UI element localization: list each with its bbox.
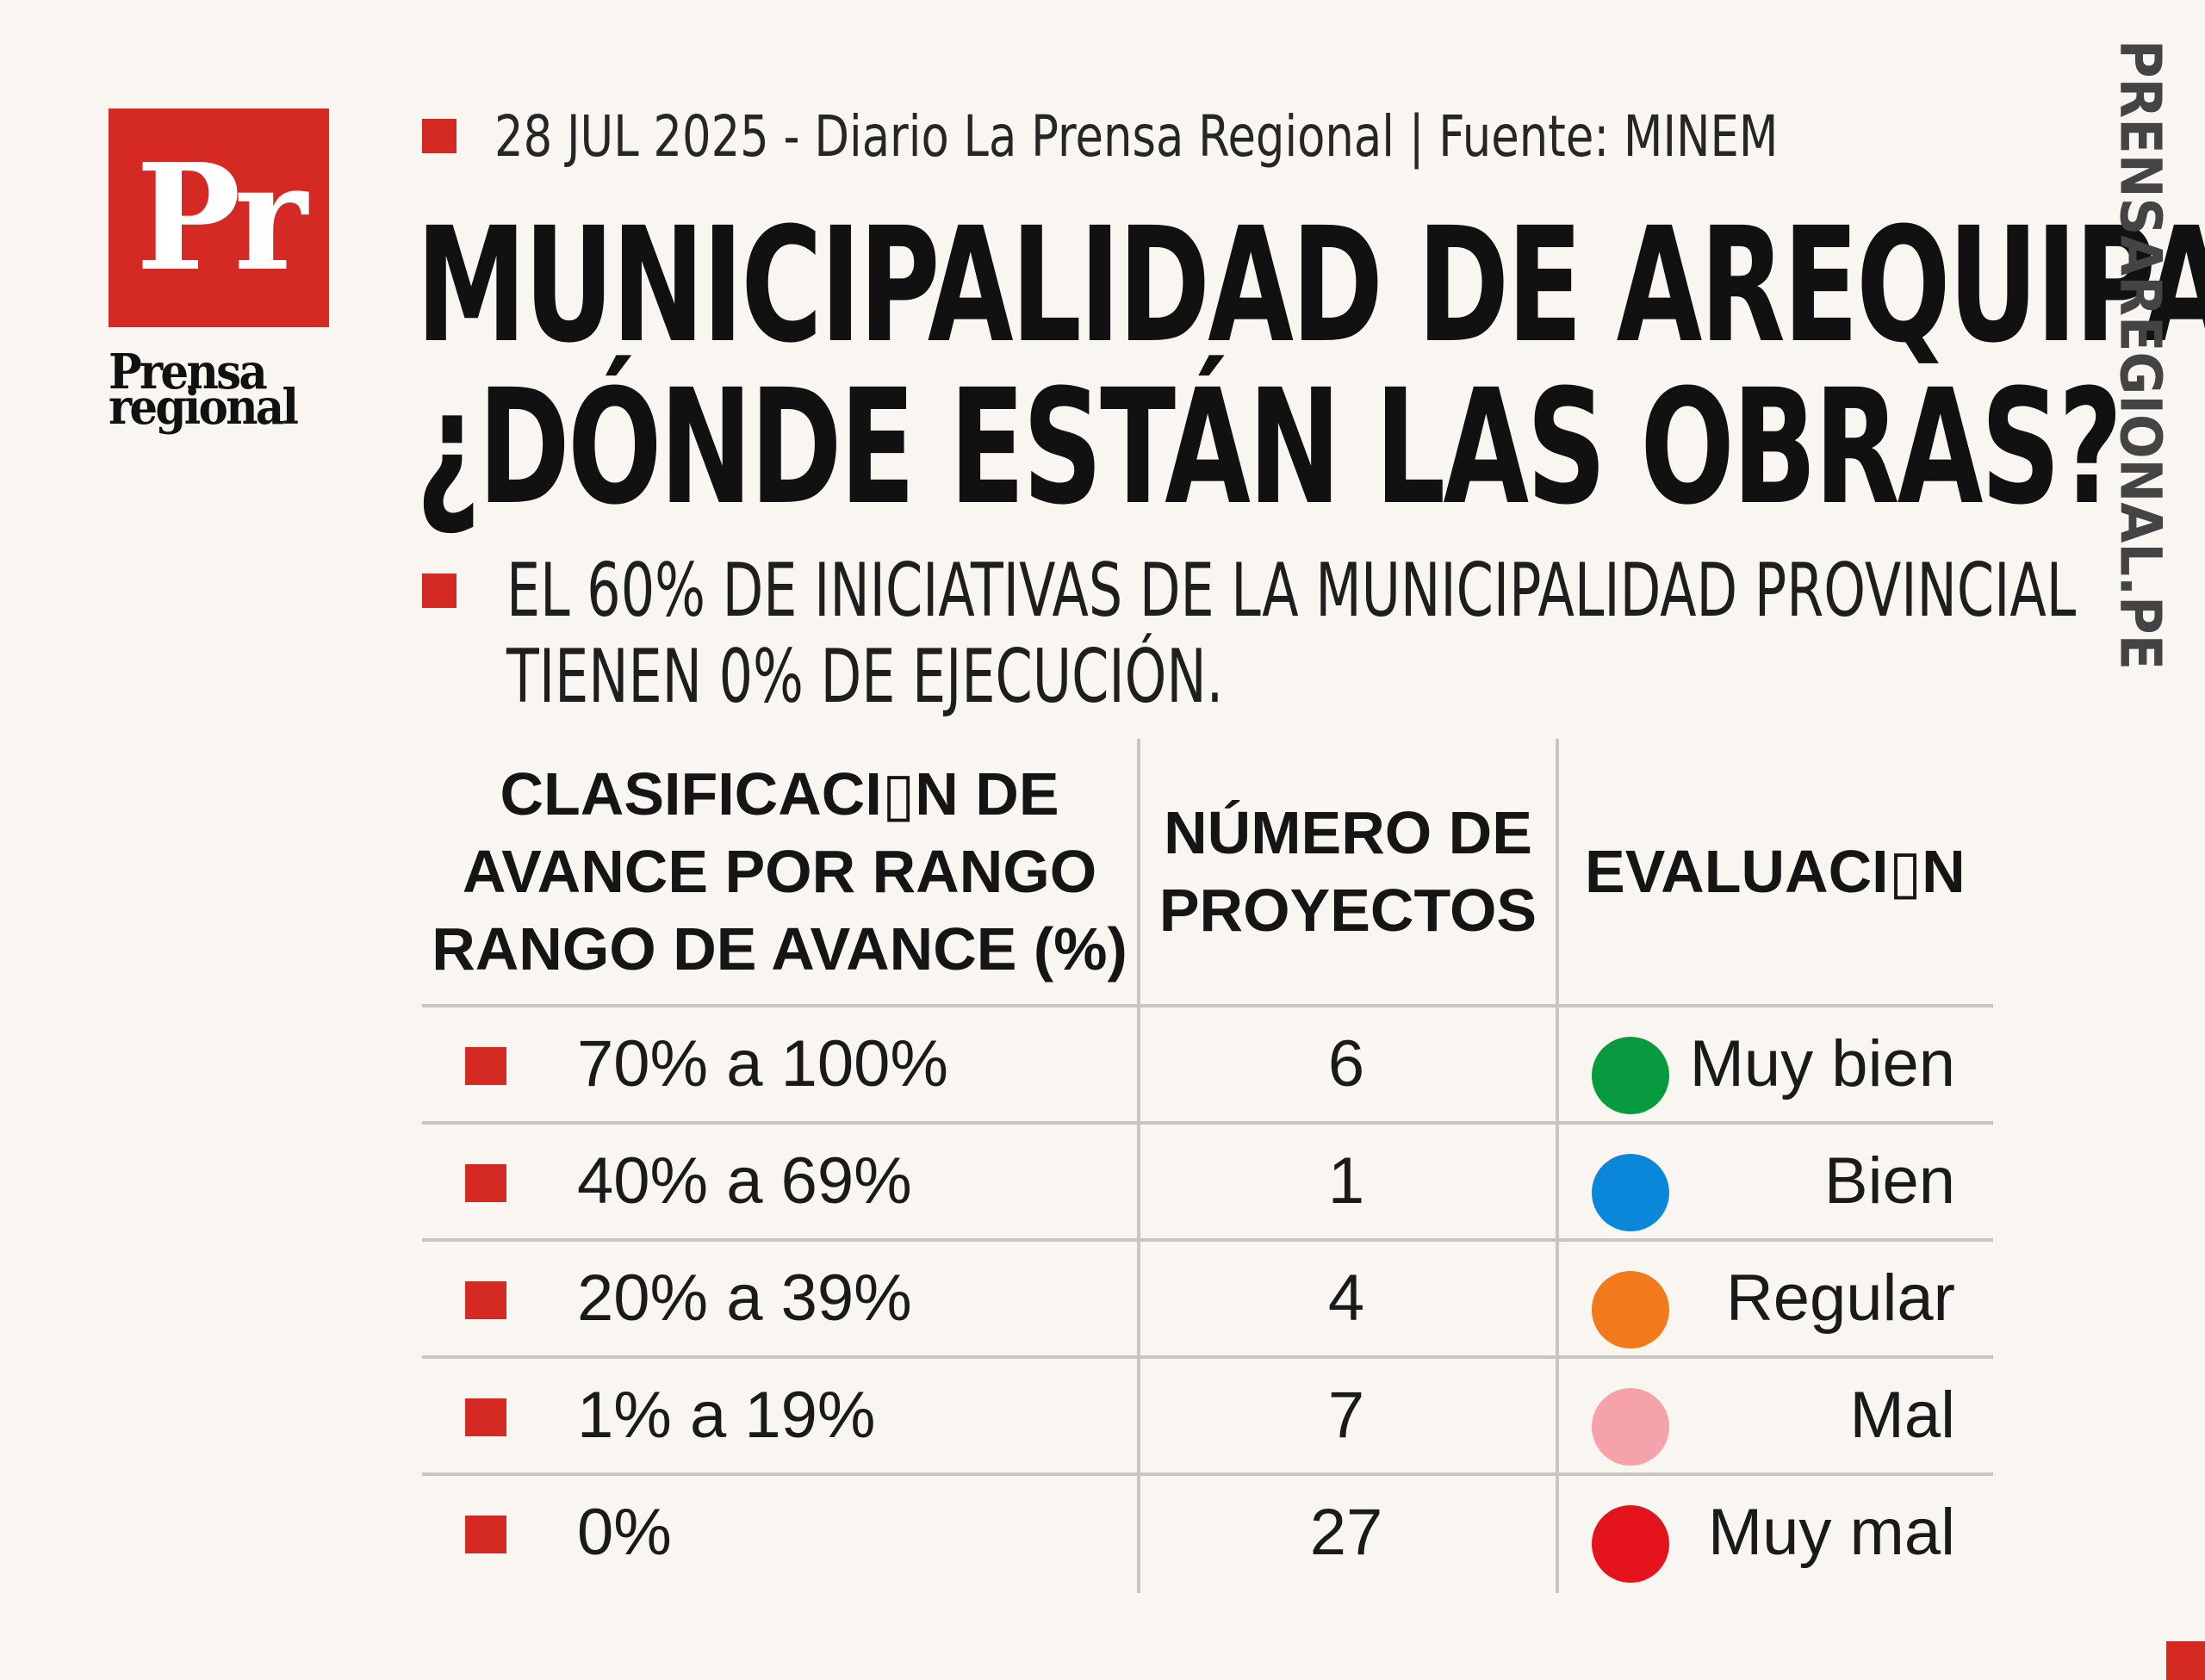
dateline-text: 28 JUL 2025 - Diario La Prensa Regional … <box>494 102 1779 170</box>
header-evaluation: EVALUACI▯N <box>1559 739 1990 1004</box>
row-count: 1 <box>1327 1144 1365 1218</box>
row-evaluation: Bien <box>1823 1144 1955 1218</box>
row-evaluation: Muy mal <box>1707 1496 1955 1569</box>
table-row: 40% a 69% 1 Bien <box>422 1125 1993 1238</box>
row-divider <box>422 1355 1993 1359</box>
row-divider <box>422 1472 1993 1476</box>
logo-mark-text: Pr <box>136 132 307 304</box>
headline-line1: MUNICIPALIDAD DE AREQUIPA: <box>416 194 2205 378</box>
row-evaluation: Mal <box>1849 1379 1955 1452</box>
row-bullet-icon <box>465 1164 506 1202</box>
row-range: 0% <box>577 1496 672 1569</box>
row-evaluation: Regular <box>1725 1262 1955 1335</box>
row-divider <box>422 1238 1993 1242</box>
side-site-label: PRENSAREGIONAL.PE <box>2106 40 2175 670</box>
status-dot-icon <box>1592 1271 1669 1348</box>
status-dot-icon <box>1592 1388 1669 1466</box>
row-evaluation: Muy bien <box>1689 1027 1955 1100</box>
row-divider <box>422 1004 1993 1007</box>
table-row: 20% a 39% 4 Regular <box>422 1242 1993 1355</box>
row-bullet-icon <box>465 1398 506 1436</box>
headline-line2: ¿DÓNDE ESTÁN LAS OBRAS? <box>416 356 2122 540</box>
status-dot-icon <box>1592 1505 1669 1583</box>
header-range-text: CLASIFICACI▯N DE AVANCE POR RANGO RANGO … <box>432 760 1127 983</box>
header-range: CLASIFICACI▯N DE AVANCE POR RANGO RANGO … <box>422 739 1137 1004</box>
table-row: 0% 27 Muy mal <box>422 1476 1993 1590</box>
row-count: 27 <box>1309 1496 1383 1569</box>
status-dot-icon <box>1592 1154 1669 1231</box>
column-divider <box>1556 739 1559 1593</box>
row-range: 20% a 39% <box>577 1262 912 1335</box>
headline: MUNICIPALIDAD DE AREQUIPA: ¿DÓNDE ESTÁN … <box>416 194 2205 540</box>
header-evaluation-text: EVALUACI▯N <box>1585 838 1966 905</box>
row-range: 40% a 69% <box>577 1144 912 1218</box>
logo-wordmark-line1: Prensa <box>109 344 268 400</box>
row-count: 6 <box>1327 1027 1365 1100</box>
table-row: 1% a 19% 7 Mal <box>422 1359 1993 1472</box>
logo-wordmark: Prensa regional <box>109 344 322 437</box>
row-bullet-icon <box>465 1281 506 1319</box>
logo-wordmark-line2: regional <box>109 379 299 437</box>
subhead-line2: TIENEN 0% DE EJECUCIÓN. <box>506 634 1224 720</box>
status-dot-icon <box>1592 1037 1669 1114</box>
header-count: NÚMERO DE PROYECTOS <box>1140 739 1556 1004</box>
corner-accent <box>2166 1641 2205 1680</box>
row-range: 70% a 100% <box>577 1027 948 1100</box>
row-count: 4 <box>1327 1262 1365 1335</box>
row-count: 7 <box>1327 1379 1365 1452</box>
header-count-text: NÚMERO DE PROYECTOS <box>1158 799 1537 944</box>
progress-table: CLASIFICACI▯N DE AVANCE POR RANGO RANGO … <box>422 739 1993 1593</box>
table-row: 70% a 100% 6 Muy bien <box>422 1007 1993 1121</box>
row-range: 1% a 19% <box>577 1379 876 1452</box>
subhead-text: EL 60% DE INICIATIVAS DE LA MUNICIPALIDA… <box>506 548 2076 720</box>
column-divider <box>1137 739 1140 1593</box>
row-bullet-icon <box>465 1047 506 1085</box>
dateline: 28 JUL 2025 - Diario La Prensa Regional … <box>422 102 2099 170</box>
subhead: EL 60% DE INICIATIVAS DE LA MUNICIPALIDA… <box>422 548 2205 720</box>
subhead-bullet-icon <box>422 573 457 608</box>
row-divider <box>422 1121 1993 1125</box>
subhead-line1: EL 60% DE INICIATIVAS DE LA MUNICIPALIDA… <box>506 548 2077 634</box>
row-bullet-icon <box>465 1516 506 1553</box>
dateline-bullet-icon <box>422 119 457 153</box>
logo-mark: Pr <box>109 108 329 327</box>
side-site-label-text: PRENSAREGIONAL.PE <box>2107 40 2174 671</box>
